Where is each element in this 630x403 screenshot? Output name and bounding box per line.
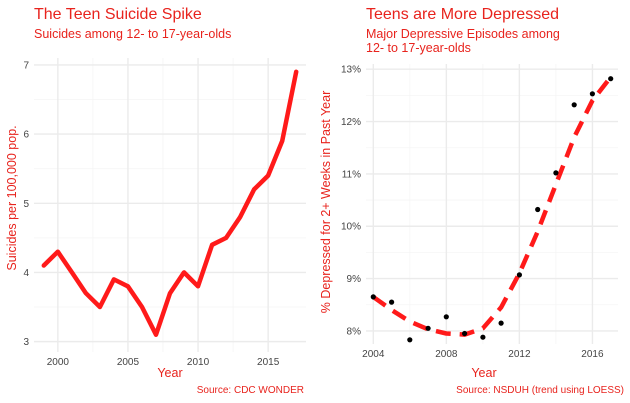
- left-chart-y-ticks: 3 4 5 6 7: [23, 60, 29, 348]
- right-chart-x-axis-title: Year: [471, 366, 496, 380]
- left-chart-x-tick-label: 2000: [47, 357, 70, 368]
- right-chart-y-tick-label: 13%: [341, 65, 361, 76]
- right-chart-title: Teens are More Depressed: [366, 6, 559, 23]
- left-chart-subtitle: Suicides among 12- to 17-year-olds: [34, 27, 231, 41]
- left-chart: The Teen Suicide Spike Suicides among 12…: [5, 6, 306, 396]
- right-chart-subtitle-line-2: 12- to 17-year-olds: [366, 41, 471, 55]
- right-chart-subtitle-line-1: Major Depressive Episodes among: [366, 27, 560, 41]
- left-chart-x-tick-label: 2015: [257, 357, 280, 368]
- left-chart-y-axis-title: Suicides per 100,000 pop.: [5, 125, 19, 270]
- left-chart-y-tick-label: 5: [23, 199, 29, 210]
- depression-data-point: [370, 294, 376, 300]
- left-chart-y-tick-label: 6: [23, 130, 29, 141]
- right-chart-y-axis-title: % Depressed for 2+ Weeks in Past Year: [319, 91, 333, 313]
- loess-trend-line: [371, 75, 613, 337]
- left-chart-y-tick-label: 4: [23, 268, 29, 279]
- depression-data-point: [498, 320, 504, 326]
- left-chart-x-tick-label: 2010: [187, 357, 210, 368]
- left-chart-grid: [34, 58, 306, 352]
- left-chart-y-tick-label: 3: [23, 337, 29, 348]
- right-chart-source: Source: NSDUH (trend using LOESS): [456, 385, 624, 396]
- right-chart-x-tick-label: 2008: [435, 349, 458, 360]
- right-chart-grid: [366, 64, 618, 344]
- right-chart-y-tick-label: 12%: [341, 117, 361, 128]
- depression-data-point: [407, 337, 413, 343]
- right-chart-x-tick-label: 2004: [362, 349, 385, 360]
- left-chart-y-tick-label: 7: [23, 60, 29, 71]
- left-chart-x-ticks: 2000 2005 2010 2015: [47, 357, 280, 368]
- depression-data-point: [462, 330, 468, 337]
- right-chart-y-tick-label: 8%: [347, 326, 362, 337]
- right-chart-y-tick-label: 9%: [347, 274, 362, 285]
- left-chart-x-axis-title: Year: [157, 366, 182, 380]
- depression-data-point: [389, 299, 395, 305]
- right-chart-x-tick-label: 2012: [508, 349, 531, 360]
- depression-data-point: [608, 76, 614, 82]
- depression-data-point: [425, 325, 431, 331]
- depression-data-point: [516, 272, 523, 278]
- suicide-rate-line: [41, 69, 299, 337]
- right-chart-y-tick-label: 11%: [342, 169, 361, 180]
- depression-data-point: [535, 206, 541, 213]
- depression-data-point: [589, 91, 596, 97]
- depression-data-point: [480, 334, 486, 340]
- left-chart-x-tick-label: 2005: [117, 357, 140, 368]
- right-chart-x-ticks: 2004 2008 2012 2016: [362, 349, 604, 360]
- left-chart-series: [41, 69, 299, 337]
- left-chart-source: Source: CDC WONDER: [197, 385, 304, 396]
- right-chart-y-ticks: 8% 9% 10% 11% 12% 13%: [341, 65, 361, 338]
- right-chart: Teens are More Depressed Major Depressiv…: [319, 6, 624, 396]
- right-chart-y-tick-label: 10%: [341, 222, 361, 233]
- depression-data-point: [443, 314, 449, 320]
- depression-data-point: [571, 102, 577, 108]
- right-chart-x-tick-label: 2016: [581, 349, 604, 360]
- left-chart-title: The Teen Suicide Spike: [34, 6, 202, 23]
- depression-data-point: [553, 170, 559, 176]
- right-chart-series: [370, 75, 614, 343]
